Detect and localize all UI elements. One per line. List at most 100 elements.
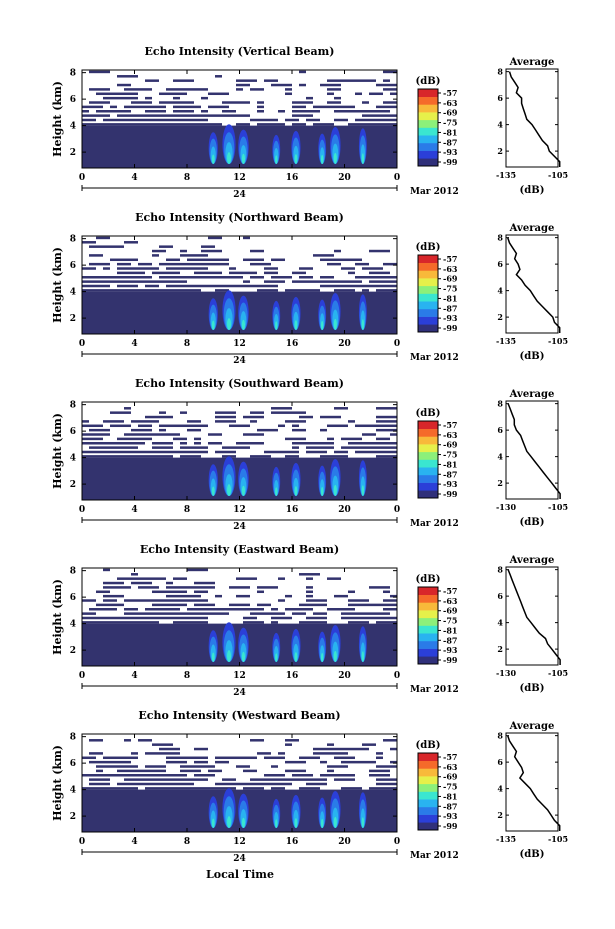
noise-cell: [320, 284, 327, 288]
colorbar-segment: [418, 96, 438, 105]
noise-cell: [292, 608, 313, 611]
noise-cell: [383, 79, 390, 82]
noise-cell: [348, 747, 369, 751]
colorbar-tick-label: -87: [443, 137, 457, 147]
noise-cell: [215, 420, 222, 423]
noise-cell: [306, 782, 327, 786]
colorbar-segment: [418, 806, 438, 815]
noise-cell: [320, 276, 334, 279]
noise-cell: [383, 603, 390, 607]
colorbar-tick-label: -81: [443, 459, 457, 469]
noise-cell: [376, 289, 390, 292]
noise-cell: [341, 612, 362, 615]
echo-plume: [333, 152, 337, 165]
colorbar-unit: (dB): [416, 740, 441, 751]
noise-cell: [173, 267, 187, 270]
noise-cell: [103, 96, 124, 100]
echo-plume: [294, 486, 298, 497]
noise-cell: [327, 88, 341, 91]
noise-cell: [89, 262, 96, 266]
noise-cell: [187, 450, 201, 454]
noise-cell: [89, 782, 96, 786]
noise-cell: [292, 450, 299, 454]
noise-cell: [180, 455, 201, 458]
noise-cell: [299, 70, 306, 74]
noise-cell: [271, 258, 285, 262]
noise-cell: [306, 450, 313, 454]
noise-cell: [208, 769, 222, 773]
noise-cell: [124, 433, 145, 436]
noise-cell: [138, 271, 145, 275]
x-tick-label: 8: [184, 671, 190, 681]
noise-cell: [173, 437, 187, 441]
noise-cell: [117, 276, 138, 279]
noise-cell: [138, 739, 152, 742]
noise-cell: [166, 612, 173, 615]
noise-cell: [383, 262, 397, 266]
noise-cell: [243, 621, 264, 624]
noise-cell: [320, 428, 327, 432]
noise-cell: [110, 586, 131, 589]
noise-cell: [376, 612, 390, 615]
noise-cell: [285, 769, 306, 773]
noise-cell: [264, 118, 278, 122]
noise-cell: [376, 778, 383, 781]
noise-cell: [166, 455, 173, 458]
noise-cell: [152, 608, 159, 611]
noise-cell: [208, 276, 215, 279]
colorbar-segment: [418, 135, 438, 144]
avg-y-tick-label: 4: [497, 618, 503, 628]
noise-cell: [292, 101, 313, 104]
x-tick-label: 4: [131, 173, 137, 183]
avg-x-tick-label: -130: [496, 668, 516, 678]
y-tick-label: 6: [70, 95, 76, 105]
noise-cell: [173, 577, 187, 580]
colorbar-tick-label: -57: [443, 88, 457, 98]
colorbar-tick-label: -75: [443, 782, 457, 792]
average-frame: [505, 566, 559, 666]
noise-cell: [103, 603, 124, 607]
panel-0: Echo Intensity (Vertical Beam) Height (km…: [51, 45, 568, 200]
colorbar-tick-label: -93: [443, 313, 458, 323]
noise-cell: [159, 92, 180, 96]
noise-cell: [103, 245, 117, 248]
noise-cell: [292, 424, 299, 428]
colorbar-segment: [418, 308, 438, 317]
colorbar-segment: [418, 112, 438, 121]
noise-cell: [257, 752, 271, 755]
noise-cell: [257, 101, 264, 104]
noise-cell: [117, 616, 124, 620]
noise-cell: [166, 284, 187, 288]
x-tick-label: 12: [233, 505, 246, 515]
noise-cell: [180, 262, 201, 266]
noise-cell: [187, 756, 208, 760]
noise-cell: [320, 446, 334, 449]
avg-y-tick-label: 8: [497, 67, 503, 77]
noise-cell: [236, 276, 243, 279]
noise-cell: [152, 254, 159, 257]
noise-cell: [299, 756, 320, 760]
noise-cell: [243, 114, 250, 117]
noise-cell: [383, 101, 390, 104]
noise-cell: [250, 249, 264, 253]
noise-cell: [159, 424, 166, 428]
colorbar-segment: [418, 587, 438, 595]
noise-cell: [145, 752, 166, 755]
noise-cell: [383, 739, 397, 742]
colorbar-tick-label: -57: [443, 586, 457, 596]
noise-cell: [334, 284, 355, 288]
average-frame: [505, 400, 559, 500]
noise-cell: [159, 442, 173, 445]
noise-cell: [110, 455, 117, 458]
noise-cell: [173, 110, 187, 113]
noise-cell: [215, 450, 229, 454]
noise-cell: [264, 267, 278, 270]
noise-cell: [82, 756, 96, 760]
noise-cell: [89, 739, 103, 742]
noise-cell: [82, 450, 89, 454]
noise-cell: [271, 407, 292, 410]
noise-cell: [376, 787, 397, 790]
noise-cell: [320, 83, 341, 87]
noise-cell: [243, 236, 250, 240]
colorbar-segment: [418, 768, 438, 777]
